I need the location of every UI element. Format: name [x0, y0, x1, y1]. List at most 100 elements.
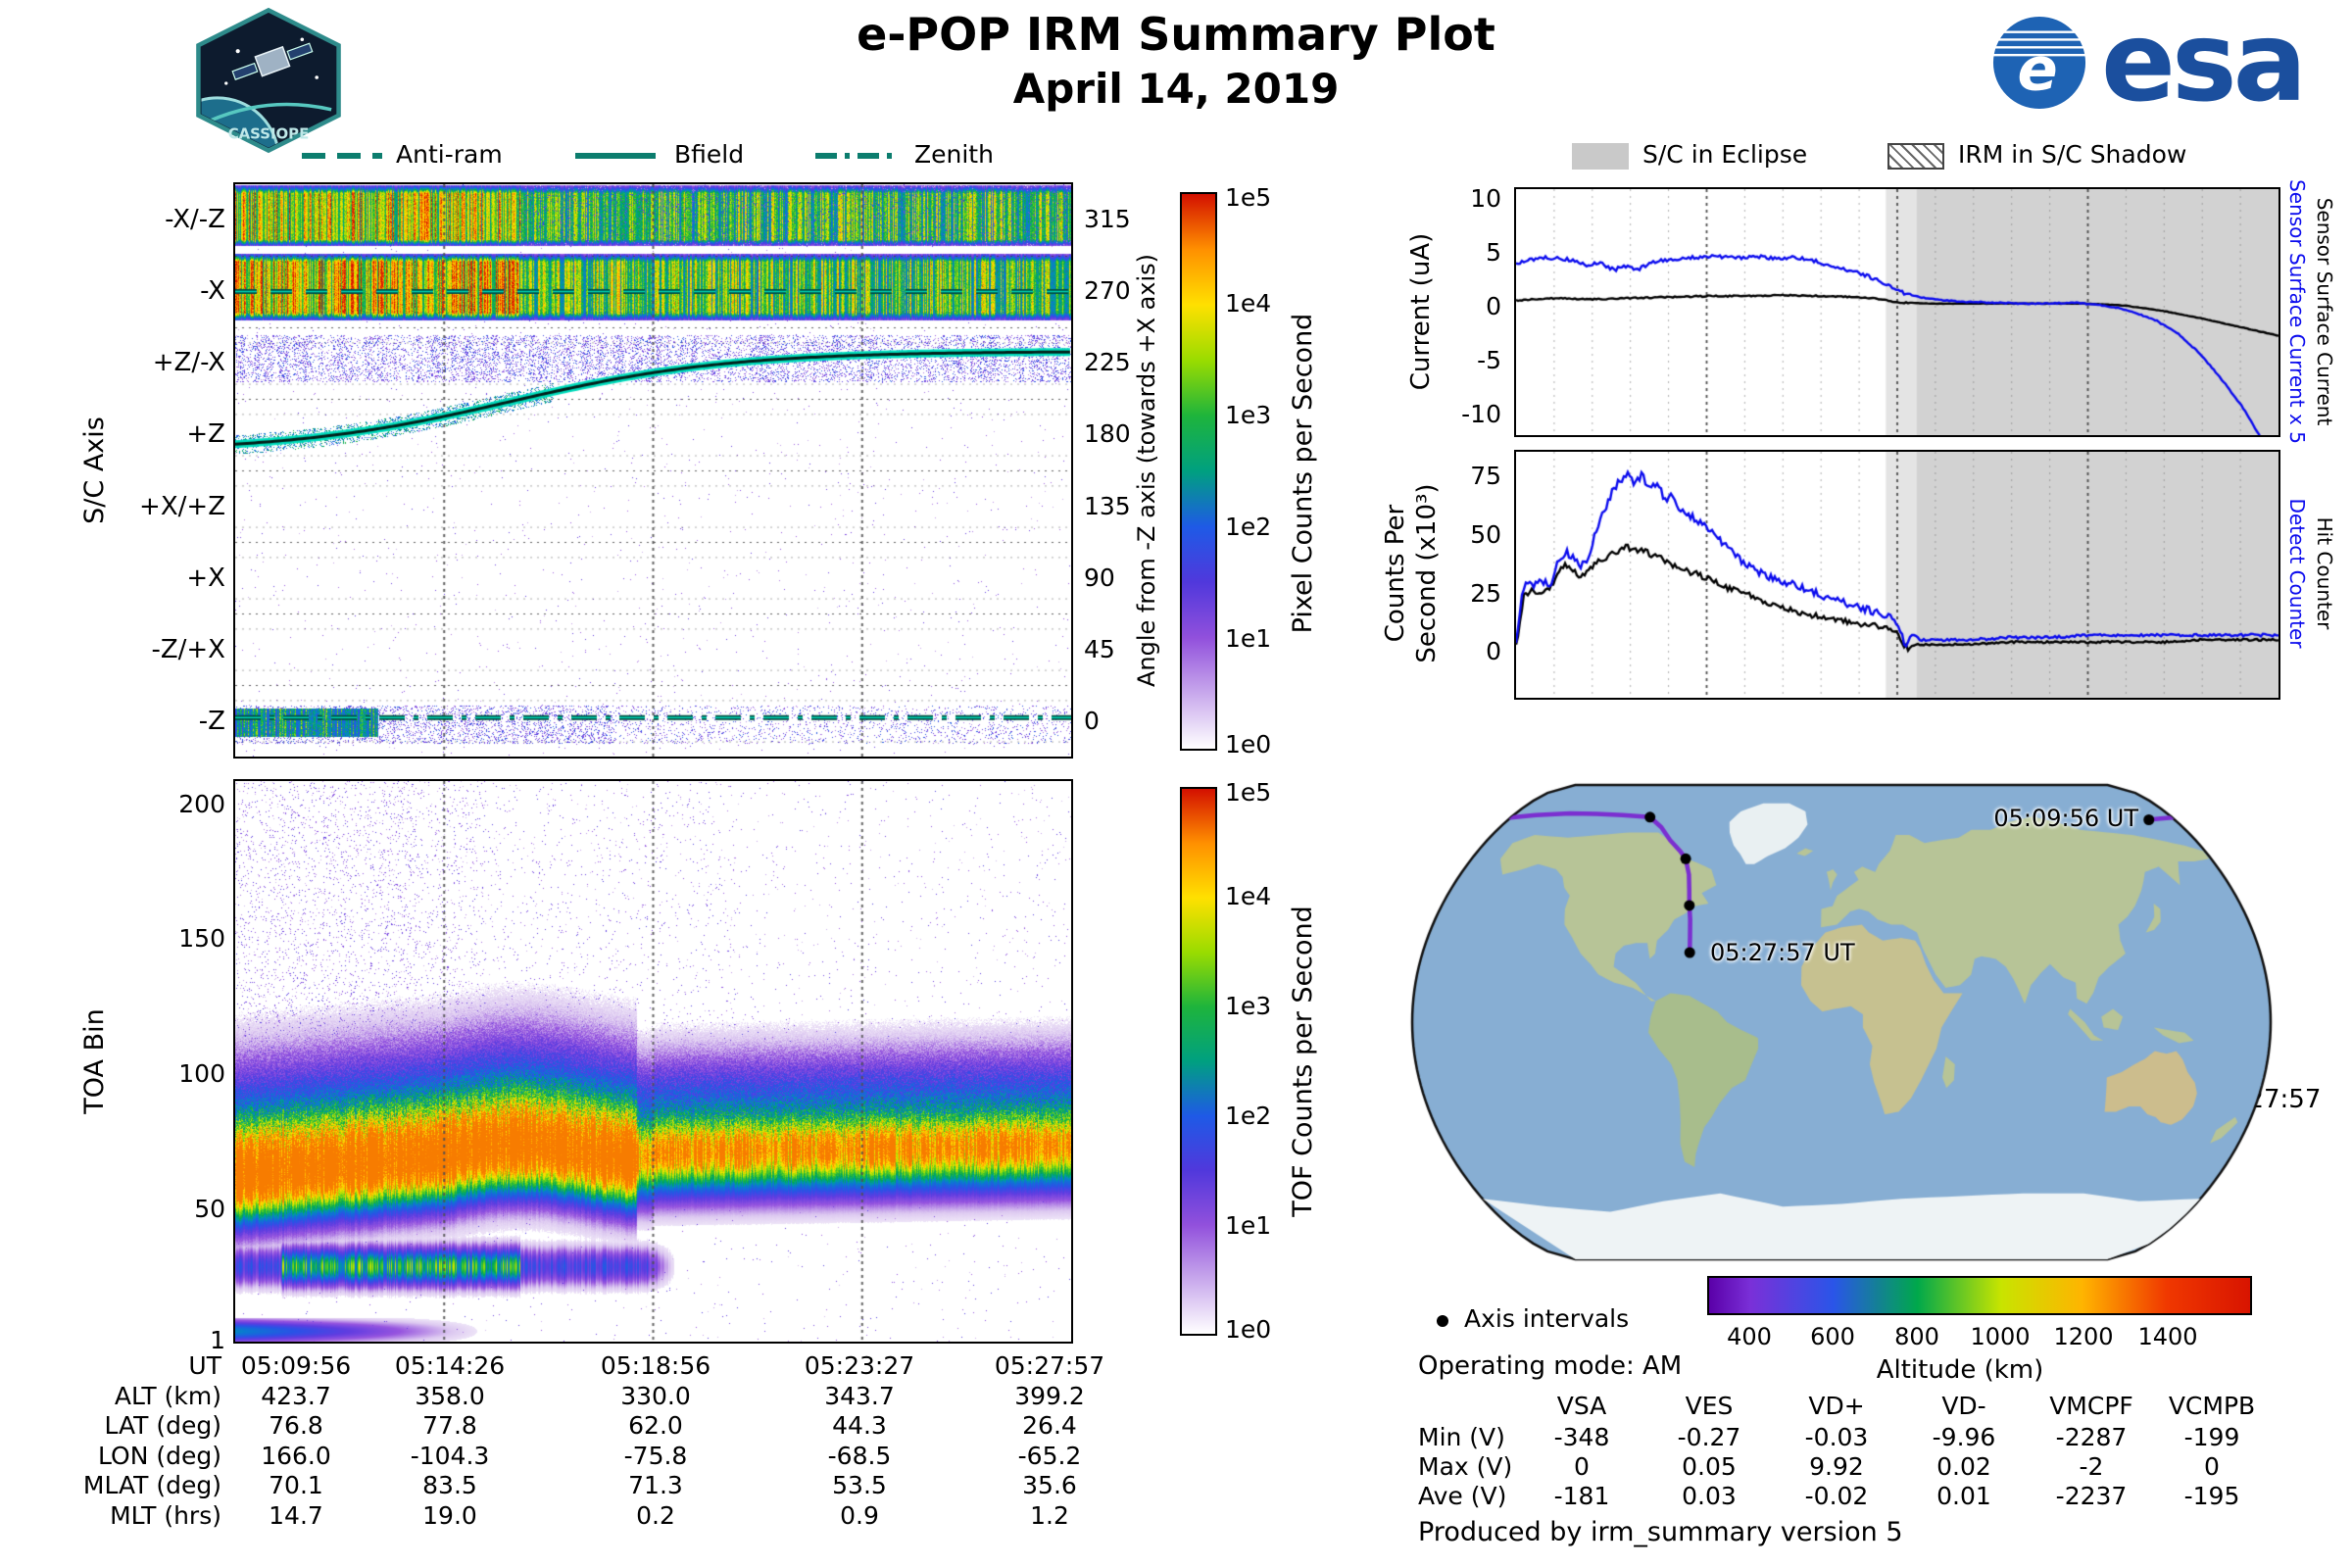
- eph-cell: 83.5: [422, 1471, 477, 1499]
- eph-cell: 0.2: [636, 1501, 675, 1530]
- surface-current-canvas: [1516, 189, 2278, 435]
- eph-cell: 166.0: [261, 1442, 331, 1470]
- eph-cell: 05:27:57: [994, 1351, 1105, 1380]
- eph-row-label-lat: LAT (deg): [104, 1411, 221, 1440]
- cbar2-title: TOF Counts per Second: [1288, 906, 1318, 1217]
- page-title: e-POP IRM Summary Plot: [857, 8, 1495, 61]
- legend-bfield-label: Bfield: [674, 140, 745, 169]
- vtab-cell: -0.02: [1804, 1482, 1869, 1510]
- cbar1-title: Pixel Counts per Second: [1288, 313, 1318, 634]
- eclipse-swatch: [1572, 143, 1629, 170]
- alt-tick-4: 1200: [2053, 1323, 2114, 1350]
- pixel-counts-colorbar: [1180, 192, 1217, 751]
- eph-cell: 44.3: [832, 1411, 887, 1440]
- esa-wordmark: esa: [2101, 0, 2307, 126]
- vtab-row-max: Max (V): [1418, 1452, 1513, 1481]
- eph-cell: 05:09:56: [240, 1351, 352, 1380]
- eph-row-label-lon: LON (deg): [98, 1442, 221, 1470]
- sc-rtick-5: 90: [1084, 564, 1115, 592]
- sc-ylabel-5: +X: [186, 564, 225, 593]
- shadow-swatch: [1887, 143, 1944, 170]
- cbar1-tick-0: 1e5: [1225, 183, 1272, 212]
- cnt-ytick-1: 50: [1470, 520, 1501, 549]
- alt-tick-2: 800: [1894, 1323, 1939, 1350]
- eph-cell: -68.5: [827, 1442, 892, 1470]
- tof-counts-colorbar: [1180, 787, 1217, 1336]
- vtab-header-vcmpb: VCMPB: [2168, 1392, 2256, 1420]
- eph-cell: 35.6: [1022, 1471, 1077, 1499]
- vtab-cell: -2237: [2055, 1482, 2128, 1510]
- vtab-cell: -2: [2079, 1452, 2104, 1481]
- legend-eclipse-label: S/C in Eclipse: [1642, 140, 1808, 169]
- sc-axis-spectrogram-canvas: [235, 184, 1071, 757]
- cbar2-tick-3: 1e2: [1225, 1102, 1272, 1130]
- sc-ylabel-6: -Z/+X: [151, 635, 225, 664]
- cbar1-tick-5: 1e0: [1225, 730, 1272, 759]
- vtab-cell: 0.02: [1936, 1452, 1991, 1481]
- cnt-ytick-2: 25: [1470, 579, 1501, 608]
- eph-row-label-mlat: MLAT (deg): [82, 1471, 221, 1499]
- eph-cell: 77.8: [422, 1411, 477, 1440]
- vtab-header-vsa: VSA: [1556, 1392, 1607, 1420]
- vtab-cell: -0.03: [1804, 1423, 1869, 1451]
- eph-row-label-ut: UT: [188, 1351, 221, 1380]
- vtab-header-vmcpf: VMCPF: [2049, 1392, 2133, 1420]
- ground-track-map: [1402, 777, 2280, 1267]
- eph-cell: 14.7: [269, 1501, 323, 1530]
- cbar2-tick-1: 1e4: [1225, 882, 1272, 910]
- sc-rtick-4: 135: [1084, 492, 1131, 520]
- cbar2-tick-4: 1e1: [1225, 1211, 1272, 1240]
- eph-cell: 62.0: [628, 1411, 683, 1440]
- axis-intervals-dot: [1437, 1315, 1448, 1327]
- toa-axis-title: TOA Bin: [79, 1008, 110, 1114]
- vtab-cell: -199: [2183, 1423, 2240, 1451]
- toa-ytick-0: 200: [178, 790, 225, 818]
- sc-ylabel-2: +Z/-X: [152, 348, 225, 377]
- title-block: e-POP IRM Summary Plot April 14, 2019: [686, 8, 1666, 113]
- sc-rtick-3: 180: [1084, 419, 1131, 448]
- bfield-line-sample: [575, 153, 656, 159]
- alt-tick-0: 400: [1727, 1323, 1772, 1350]
- vtab-row-min: Min (V): [1418, 1423, 1505, 1451]
- vtab-row-ave: Ave (V): [1418, 1482, 1507, 1510]
- antiram-line-sample: [302, 153, 382, 159]
- counts-axis-title-line1: Counts Per: [1381, 504, 1410, 643]
- cbar1-tick-3: 1e2: [1225, 513, 1272, 541]
- alt-tick-5: 1400: [2137, 1323, 2198, 1350]
- altitude-colorbar-title: Altitude (km): [1876, 1355, 2044, 1385]
- cnt-ytick-0: 75: [1470, 462, 1501, 490]
- toa-ytick-4: 1: [210, 1326, 225, 1354]
- counts-axis-title-line2: Second (x10³): [1412, 483, 1442, 663]
- produced-by-label: Produced by irm_summary version 5: [1418, 1517, 1903, 1547]
- counters-panel: [1514, 450, 2280, 700]
- world-map-canvas: [1402, 777, 2280, 1267]
- patch-satellite: [231, 42, 314, 80]
- cur-ytick-1: 5: [1486, 238, 1501, 267]
- eph-cell: 1.2: [1030, 1501, 1069, 1530]
- vtab-cell: -2287: [2055, 1423, 2128, 1451]
- eph-cell: 19.0: [422, 1501, 477, 1530]
- counters-canvas: [1516, 452, 2278, 698]
- esa-disc-icon: e: [1992, 16, 2086, 110]
- cbar1-tick-2: 1e3: [1225, 401, 1272, 429]
- toa-spectrogram-panel: [233, 779, 1073, 1344]
- toa-ytick-3: 50: [194, 1195, 225, 1223]
- legend-shadow-label: IRM in S/C Shadow: [1958, 140, 2187, 169]
- cassiope-mission-patch: CASSIOPE: [196, 7, 341, 154]
- legend-antiram-label: Anti-ram: [396, 140, 503, 169]
- cur-ytick-0: 10: [1470, 184, 1501, 213]
- cur-ytick-2: 0: [1486, 292, 1501, 320]
- eph-cell: 71.3: [628, 1471, 683, 1499]
- vtab-header-ves: VES: [1685, 1392, 1734, 1420]
- counts-side-label-blue: Detect Counter: [2285, 498, 2309, 649]
- svg-text:e: e: [2017, 35, 2057, 104]
- sc-rtick-7: 0: [1084, 707, 1100, 735]
- eph-cell: 358.0: [415, 1382, 485, 1410]
- eph-cell: 05:23:27: [804, 1351, 915, 1380]
- eph-cell: 0.9: [840, 1501, 879, 1530]
- vtab-cell: 9.92: [1809, 1452, 1864, 1481]
- toa-ytick-1: 150: [178, 924, 225, 953]
- eph-cell: -75.8: [623, 1442, 688, 1470]
- track-end-label: 05:27:57 UT: [1710, 939, 1855, 966]
- eph-cell: 76.8: [269, 1411, 323, 1440]
